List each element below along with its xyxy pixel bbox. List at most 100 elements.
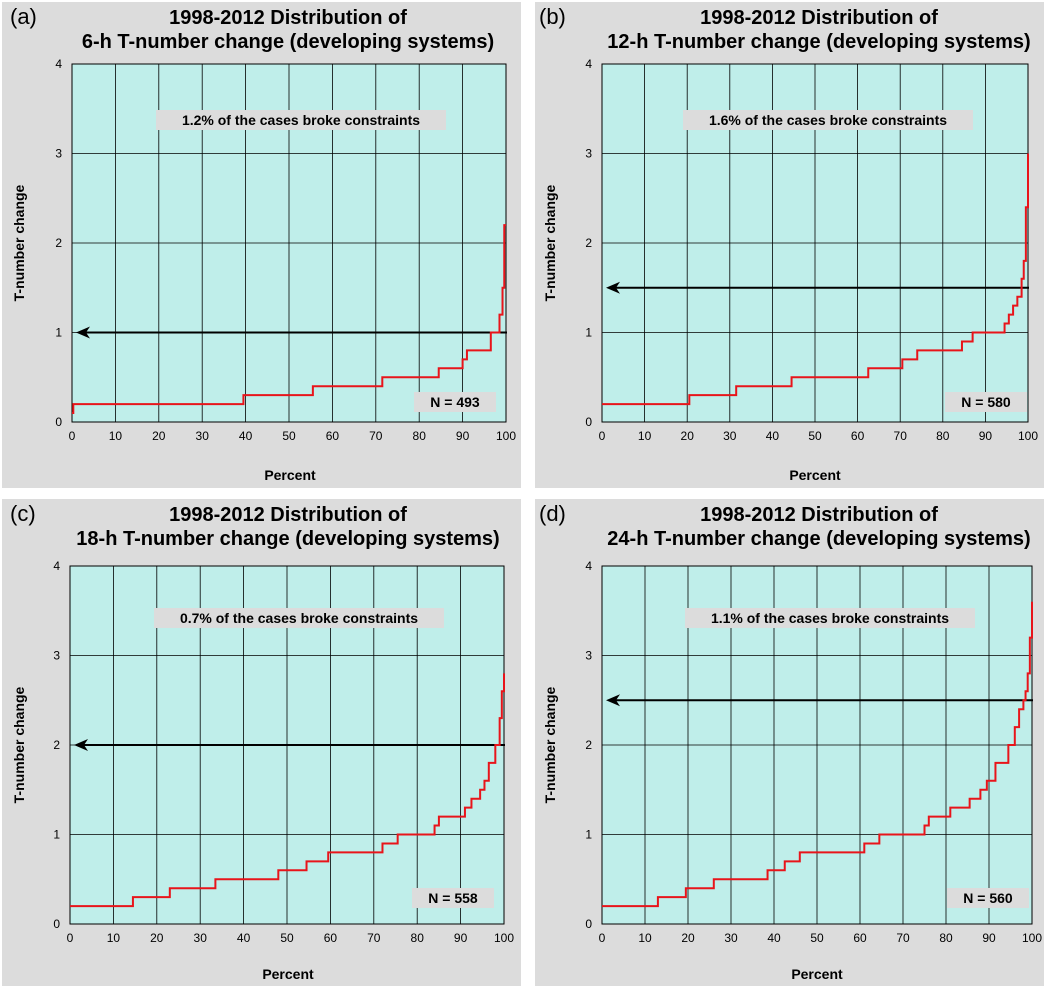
x-tick-label: 100	[1022, 931, 1042, 945]
x-tick-label: 50	[808, 429, 822, 443]
annotation-text: 1.1% of the cases broke constraints	[711, 610, 949, 626]
x-tick-label: 40	[767, 931, 781, 945]
n-label: N = 580	[961, 394, 1011, 410]
panel-a: (a) 1998-2012 Distribution of 6-h T-numb…	[2, 2, 521, 488]
chart-c: (c) 1998-2012 Distribution of 18-h T-num…	[10, 501, 514, 982]
x-tick-label: 100	[496, 429, 516, 443]
x-tick-label: 30	[194, 931, 208, 945]
y-axis-label: T-number change	[11, 686, 27, 803]
y-tick-label: 2	[585, 738, 592, 752]
x-tick-label: 80	[411, 931, 425, 945]
y-tick-label: 4	[585, 559, 592, 573]
constraint-arrowhead	[606, 281, 620, 294]
y-tick-label: 0	[53, 917, 60, 931]
x-tick-label: 90	[454, 931, 468, 945]
panel-d: (d) 1998-2012 Distribution of 24-h T-num…	[535, 499, 1044, 986]
distribution-line	[602, 153, 1029, 406]
annotation-box	[683, 110, 973, 130]
chart-title-line1: 1998-2012 Distribution of	[169, 7, 407, 29]
constraint-arrowhead	[76, 326, 90, 339]
x-axis-label: Percent	[264, 467, 316, 483]
x-tick-label: 80	[939, 931, 953, 945]
n-label-box	[945, 392, 1027, 412]
x-tick-label: 90	[979, 429, 993, 443]
x-tick-label: 40	[239, 429, 253, 443]
y-tick-label: 3	[585, 147, 592, 161]
x-tick-label: 0	[599, 931, 606, 945]
x-tick-label: 50	[810, 931, 824, 945]
x-tick-label: 90	[982, 931, 996, 945]
annotation-box	[156, 110, 446, 130]
distribution-line	[602, 601, 1033, 908]
constraint-arrowhead	[606, 694, 620, 707]
x-tick-label: 30	[724, 931, 738, 945]
chart-title-line2: 12-h T-number change (developing systems…	[607, 31, 1030, 53]
x-tick-label: 100	[494, 931, 514, 945]
x-tick-label: 60	[853, 931, 867, 945]
n-label-box	[414, 392, 496, 412]
y-tick-label: 3	[53, 649, 60, 663]
x-tick-label: 30	[196, 429, 210, 443]
x-tick-label: 20	[152, 429, 166, 443]
x-tick-label: 40	[237, 931, 251, 945]
chart-title-line2: 6-h T-number change (developing systems)	[82, 31, 494, 53]
y-tick-label: 2	[53, 738, 60, 752]
y-tick-label: 1	[55, 326, 62, 340]
x-tick-label: 20	[150, 931, 164, 945]
y-tick-label: 4	[585, 57, 592, 71]
panel-label: (b)	[539, 4, 566, 29]
chart-title-line1: 1998-2012 Distribution of	[700, 504, 938, 526]
y-axis-label: T-number change	[11, 184, 27, 301]
chart-b: (b) 1998-2012 Distribution of 12-h T-num…	[539, 4, 1038, 483]
y-tick-label: 2	[585, 236, 592, 250]
constraint-arrowhead	[74, 739, 88, 751]
n-label-box	[947, 888, 1029, 908]
y-tick-label: 2	[55, 236, 62, 250]
annotation-text: 0.7% of the cases broke constraints	[180, 610, 418, 626]
x-tick-label: 90	[456, 429, 470, 443]
x-tick-label: 60	[324, 931, 338, 945]
y-axis-label: T-number change	[542, 686, 558, 803]
x-tick-label: 20	[681, 429, 695, 443]
x-tick-label: 100	[1018, 429, 1038, 443]
panel-c: (c) 1998-2012 Distribution of 18-h T-num…	[2, 499, 521, 986]
annotation-box	[685, 608, 975, 628]
x-tick-label: 80	[936, 429, 950, 443]
panel-b: (b) 1998-2012 Distribution of 12-h T-num…	[535, 2, 1044, 488]
y-tick-label: 0	[585, 415, 592, 429]
x-tick-label: 10	[107, 931, 121, 945]
x-tick-label: 20	[681, 931, 695, 945]
y-tick-label: 1	[585, 828, 592, 842]
x-tick-label: 40	[766, 429, 780, 443]
x-tick-label: 30	[723, 429, 737, 443]
x-tick-label: 0	[67, 931, 74, 945]
chart-title-line2: 24-h T-number change (developing systems…	[607, 528, 1030, 550]
n-label-box	[412, 888, 494, 908]
x-tick-label: 10	[109, 429, 123, 443]
chart-title-line1: 1998-2012 Distribution of	[169, 504, 407, 526]
x-tick-label: 0	[69, 429, 76, 443]
annotation-text: 1.6% of the cases broke constraints	[709, 112, 947, 128]
chart-a: (a) 1998-2012 Distribution of 6-h T-numb…	[10, 4, 516, 483]
n-label: N = 560	[963, 890, 1013, 906]
y-tick-label: 1	[53, 828, 60, 842]
chart-title-line2: 18-h T-number change (developing systems…	[76, 528, 499, 550]
n-label: N = 558	[428, 890, 478, 906]
x-tick-label: 70	[367, 931, 381, 945]
panel-label: (d)	[539, 501, 566, 526]
panel-label: (a)	[10, 4, 37, 29]
y-axis-label: T-number change	[542, 184, 558, 301]
distribution-line	[72, 224, 506, 415]
panel-label: (c)	[10, 501, 36, 526]
chart-title-line1: 1998-2012 Distribution of	[700, 7, 938, 29]
y-tick-label: 1	[585, 326, 592, 340]
y-tick-label: 4	[53, 559, 60, 573]
x-axis-label: Percent	[262, 966, 314, 982]
distribution-line	[70, 673, 505, 908]
x-tick-label: 60	[851, 429, 865, 443]
y-tick-label: 3	[585, 649, 592, 663]
x-tick-label: 50	[282, 429, 296, 443]
n-label: N = 493	[430, 394, 480, 410]
y-tick-label: 0	[585, 917, 592, 931]
x-tick-label: 10	[638, 429, 652, 443]
